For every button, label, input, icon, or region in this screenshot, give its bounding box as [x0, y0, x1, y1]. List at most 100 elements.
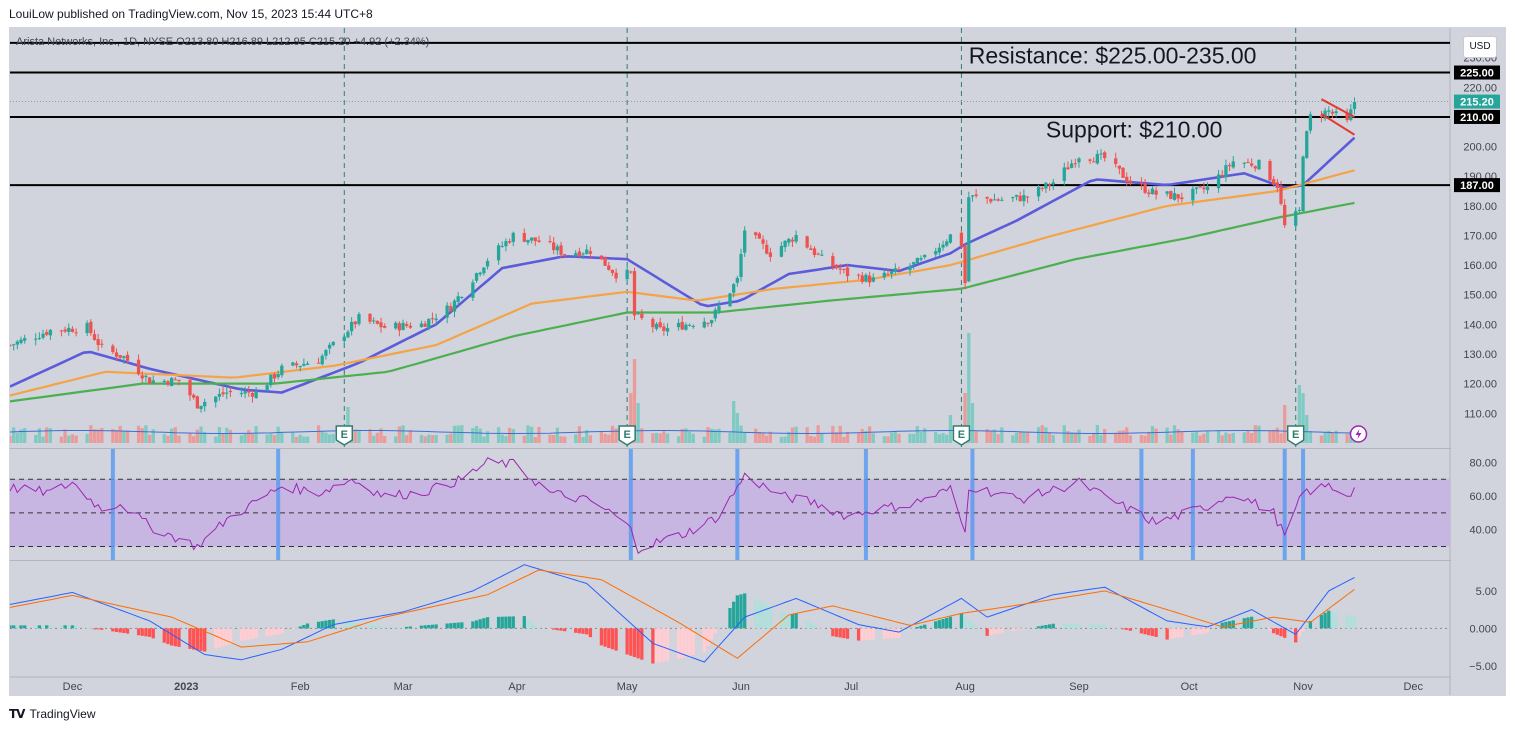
candle-body	[893, 268, 897, 272]
candle-body	[743, 230, 747, 253]
volume-bar	[1180, 431, 1184, 443]
earnings-badge-shape	[618, 425, 636, 446]
volume-bar	[889, 432, 894, 443]
volume-bar	[537, 426, 541, 443]
macd-histogram-bar	[919, 625, 923, 629]
volume-bar	[533, 436, 537, 443]
earnings-badge[interactable]: E	[618, 425, 636, 446]
macd-histogram-bar	[1198, 628, 1202, 635]
macd-histogram-bar	[265, 628, 269, 637]
candle-body	[636, 313, 640, 315]
candle-body	[937, 247, 942, 253]
currency-button[interactable]: USD	[1463, 36, 1497, 58]
macd-histogram-bar	[588, 628, 593, 638]
candle-body	[349, 321, 354, 332]
macd-histogram-bar	[118, 628, 122, 633]
macd-histogram-bar	[1069, 624, 1074, 629]
volume-bar	[636, 403, 640, 443]
volume-bar	[1176, 429, 1180, 443]
macd-histogram-bar	[1334, 612, 1338, 629]
candle-body	[1044, 182, 1048, 189]
candle-body	[10, 344, 12, 346]
volume-bar	[728, 432, 732, 443]
price-tick-label: 140.00	[1463, 319, 1497, 331]
candle-body	[989, 199, 993, 202]
time-tick-label: Jul	[844, 681, 858, 693]
candle-body	[886, 273, 890, 275]
earnings-badge[interactable]: E	[335, 425, 354, 446]
volume-bar	[1150, 426, 1155, 443]
candle-body	[1249, 163, 1254, 166]
volume-bar	[1092, 432, 1096, 443]
candle-body	[500, 245, 504, 247]
macd-histogram-bar	[291, 628, 295, 630]
macd-histogram-bar	[959, 613, 964, 629]
macd-histogram-bar	[662, 628, 666, 662]
macd-histogram-bar	[96, 628, 100, 630]
earnings-badge[interactable]: E	[952, 425, 971, 446]
macd-histogram-bar	[478, 619, 482, 629]
volume-bar	[805, 427, 809, 443]
rsi-highlight-bar	[1282, 449, 1287, 560]
chart-svg[interactable]: E E E E Resistance: $225.00-235.00 Support: $…	[10, 28, 1505, 695]
volume-bar	[305, 436, 310, 443]
macd-histogram-bar	[1305, 626, 1309, 629]
macd-histogram-bar	[581, 628, 585, 634]
macd-histogram-bar	[640, 628, 644, 660]
macd-histogram-bar	[12, 625, 16, 629]
volume-bar	[629, 393, 633, 443]
macd-histogram-bar	[1176, 628, 1180, 638]
candle-body	[945, 241, 949, 246]
candle-body	[897, 269, 901, 271]
macd-histogram-bar	[1352, 616, 1357, 629]
candle-body	[787, 238, 791, 243]
volume-bar	[574, 434, 578, 443]
price-tick-label: 110.00	[1464, 408, 1497, 420]
volume-bar	[37, 428, 42, 443]
chart-container[interactable]: E E E E Resistance: $225.00-235.00 Support: $…	[9, 27, 1506, 696]
volume-bar	[783, 436, 787, 443]
candle-body	[842, 268, 846, 270]
volume-bar	[761, 432, 765, 443]
candle-body	[702, 321, 706, 328]
candle-body	[522, 232, 526, 242]
volume-bar	[765, 435, 769, 443]
macd-histogram-bar	[203, 628, 207, 652]
candle-body	[603, 257, 607, 266]
volume-bar	[974, 431, 978, 443]
macd-histogram-bar	[1191, 628, 1195, 636]
candle-body	[1176, 194, 1180, 199]
macd-histogram-bar	[1103, 624, 1107, 629]
candle-body	[687, 324, 692, 326]
macd-histogram-bar	[1014, 628, 1019, 631]
macd-histogram-bar	[676, 628, 681, 659]
candle-body	[427, 318, 431, 329]
candle-body	[276, 374, 280, 378]
volume-bar	[1040, 425, 1044, 443]
candle-body	[1172, 193, 1177, 200]
candle-body	[717, 306, 721, 311]
volume-bar	[1334, 430, 1338, 443]
candle-body	[577, 251, 582, 257]
candle-body	[34, 338, 38, 340]
volume-bar	[757, 431, 762, 443]
macd-histogram-bar	[136, 628, 141, 636]
volume-bar	[217, 427, 222, 443]
volume-bar	[507, 427, 512, 443]
macd-histogram-bar	[739, 594, 743, 629]
volume-bar	[1018, 431, 1022, 443]
volume-bar	[12, 427, 16, 443]
macd-histogram-bar	[162, 628, 166, 643]
volume-bar	[838, 425, 842, 443]
volume-bar	[919, 432, 923, 443]
macd-histogram-bar	[1066, 623, 1070, 629]
macd-histogram-bar	[372, 624, 376, 629]
candle-body	[809, 248, 813, 250]
earnings-badge[interactable]: E	[1286, 425, 1305, 446]
macd-histogram-bar	[405, 626, 409, 629]
volume-bar	[89, 425, 93, 443]
volume-bar	[239, 435, 244, 443]
candle-body	[1231, 161, 1235, 168]
time-tick-label: Oct	[1181, 681, 1198, 693]
macd-histogram-bar	[349, 621, 354, 629]
